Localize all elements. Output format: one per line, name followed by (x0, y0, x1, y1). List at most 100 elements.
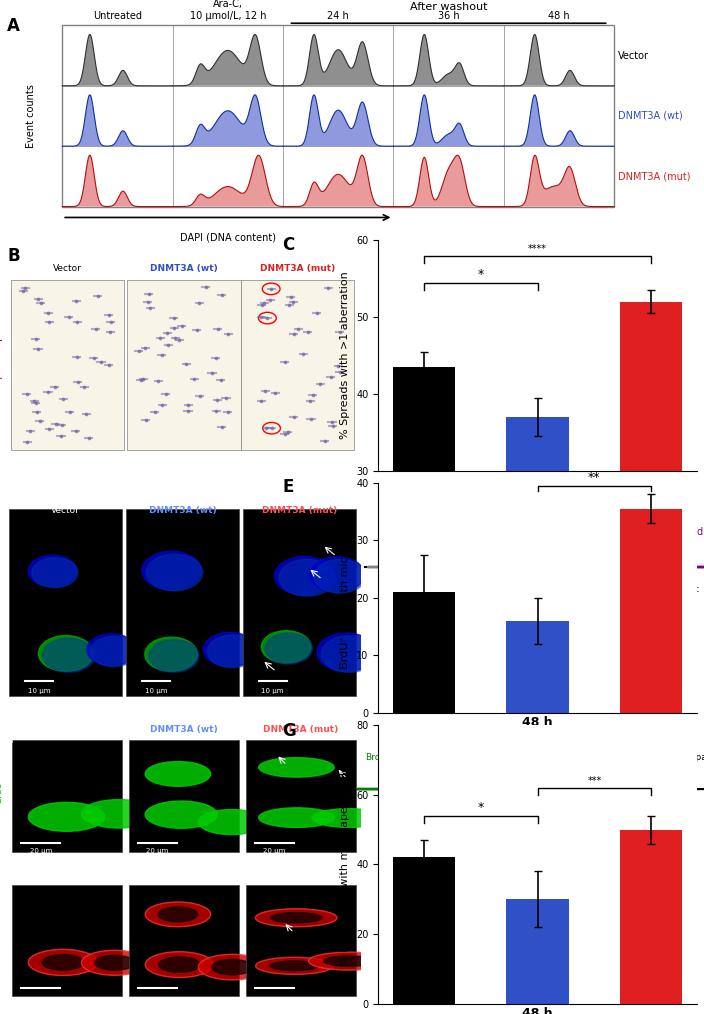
FancyBboxPatch shape (243, 509, 356, 696)
Text: 10 μm: 10 μm (144, 687, 167, 694)
Point (170, 330, 181, 346)
Text: Vector: Vector (617, 51, 648, 61)
Circle shape (317, 633, 376, 671)
Point (70, 292, 82, 308)
Point (265, 281, 277, 297)
Bar (506, 899, 569, 1004)
Point (30, 332, 42, 348)
Circle shape (87, 634, 136, 666)
Point (210, 403, 222, 419)
Point (334, 323, 346, 340)
Point (288, 294, 299, 310)
Text: 10 μm: 10 μm (27, 687, 50, 694)
Point (315, 376, 326, 392)
Bar (620, 302, 682, 701)
Text: *: * (477, 801, 484, 814)
Text: 24 h: 24 h (327, 11, 349, 21)
Point (288, 325, 299, 342)
Text: BrdU | DAPI: BrdU | DAPI (0, 527, 7, 576)
Point (191, 322, 202, 339)
Bar (393, 367, 455, 701)
Point (92, 288, 103, 304)
Point (104, 324, 115, 341)
Circle shape (310, 557, 365, 592)
FancyBboxPatch shape (127, 280, 241, 450)
FancyBboxPatch shape (246, 740, 356, 852)
Circle shape (145, 801, 218, 828)
Point (176, 317, 187, 334)
Point (285, 289, 296, 305)
FancyBboxPatch shape (126, 509, 239, 696)
Bar (506, 621, 569, 713)
Point (200, 279, 211, 295)
Point (160, 386, 171, 403)
Circle shape (279, 560, 336, 596)
Text: A: A (7, 16, 20, 34)
Point (34, 413, 45, 429)
Point (143, 286, 154, 302)
Circle shape (149, 640, 199, 672)
Point (260, 420, 272, 436)
Text: *: * (477, 268, 484, 281)
Point (189, 370, 200, 386)
Point (105, 313, 116, 330)
Point (25, 424, 36, 440)
Point (194, 388, 206, 405)
Text: G: G (282, 722, 296, 740)
Point (311, 304, 322, 320)
Point (181, 356, 192, 372)
Text: F: F (7, 729, 18, 747)
X-axis label: 48 h
After Ara-C washout: 48 h After Ara-C washout (466, 1007, 609, 1014)
Ellipse shape (270, 913, 322, 923)
Ellipse shape (270, 961, 319, 970)
Point (157, 396, 168, 413)
Point (56, 417, 68, 433)
Text: Vector: Vector (53, 264, 82, 273)
Point (32, 342, 44, 358)
FancyBboxPatch shape (130, 740, 239, 852)
Point (35, 295, 46, 311)
Text: B: B (7, 247, 20, 266)
Point (71, 349, 82, 365)
Text: D: D (7, 490, 21, 508)
Ellipse shape (324, 956, 375, 966)
X-axis label: 48 h
After Ara-C washout: 48 h After Ara-C washout (466, 716, 609, 744)
Point (58, 391, 69, 408)
Point (50, 416, 61, 432)
Point (182, 396, 194, 413)
Point (49, 379, 61, 395)
Circle shape (314, 560, 366, 593)
Point (28, 392, 39, 409)
Point (83, 430, 94, 446)
Point (307, 386, 318, 403)
Text: DNMT3A (wt): DNMT3A (wt) (150, 264, 218, 273)
Point (293, 321, 304, 338)
Point (174, 333, 185, 349)
Circle shape (212, 959, 253, 974)
Text: 10 μm: 10 μm (261, 687, 284, 694)
FancyBboxPatch shape (13, 885, 122, 997)
Point (162, 324, 173, 341)
Circle shape (142, 552, 201, 590)
Text: DNMT3A (mut): DNMT3A (mut) (260, 264, 335, 273)
Point (63, 309, 74, 325)
Text: Vector: Vector (51, 506, 80, 515)
Circle shape (39, 636, 94, 671)
Point (79, 379, 90, 395)
Point (182, 403, 194, 419)
Text: Ara-C: Ara-C (513, 756, 543, 767)
Circle shape (42, 954, 84, 970)
Point (156, 347, 167, 363)
Text: Metaphase spreads: Metaphase spreads (0, 308, 4, 404)
Ellipse shape (308, 952, 390, 970)
Text: 12 h
(mitotic
arrest): 12 h (mitotic arrest) (664, 575, 699, 604)
Circle shape (32, 558, 78, 587)
Ellipse shape (258, 808, 334, 827)
Text: BrdU: BrdU (365, 752, 387, 762)
Point (32, 291, 44, 307)
Point (327, 418, 339, 434)
FancyBboxPatch shape (9, 509, 122, 696)
Text: C: C (282, 235, 295, 254)
Text: 36 h: 36 h (438, 11, 460, 21)
Text: 20 μm: 20 μm (30, 849, 52, 855)
